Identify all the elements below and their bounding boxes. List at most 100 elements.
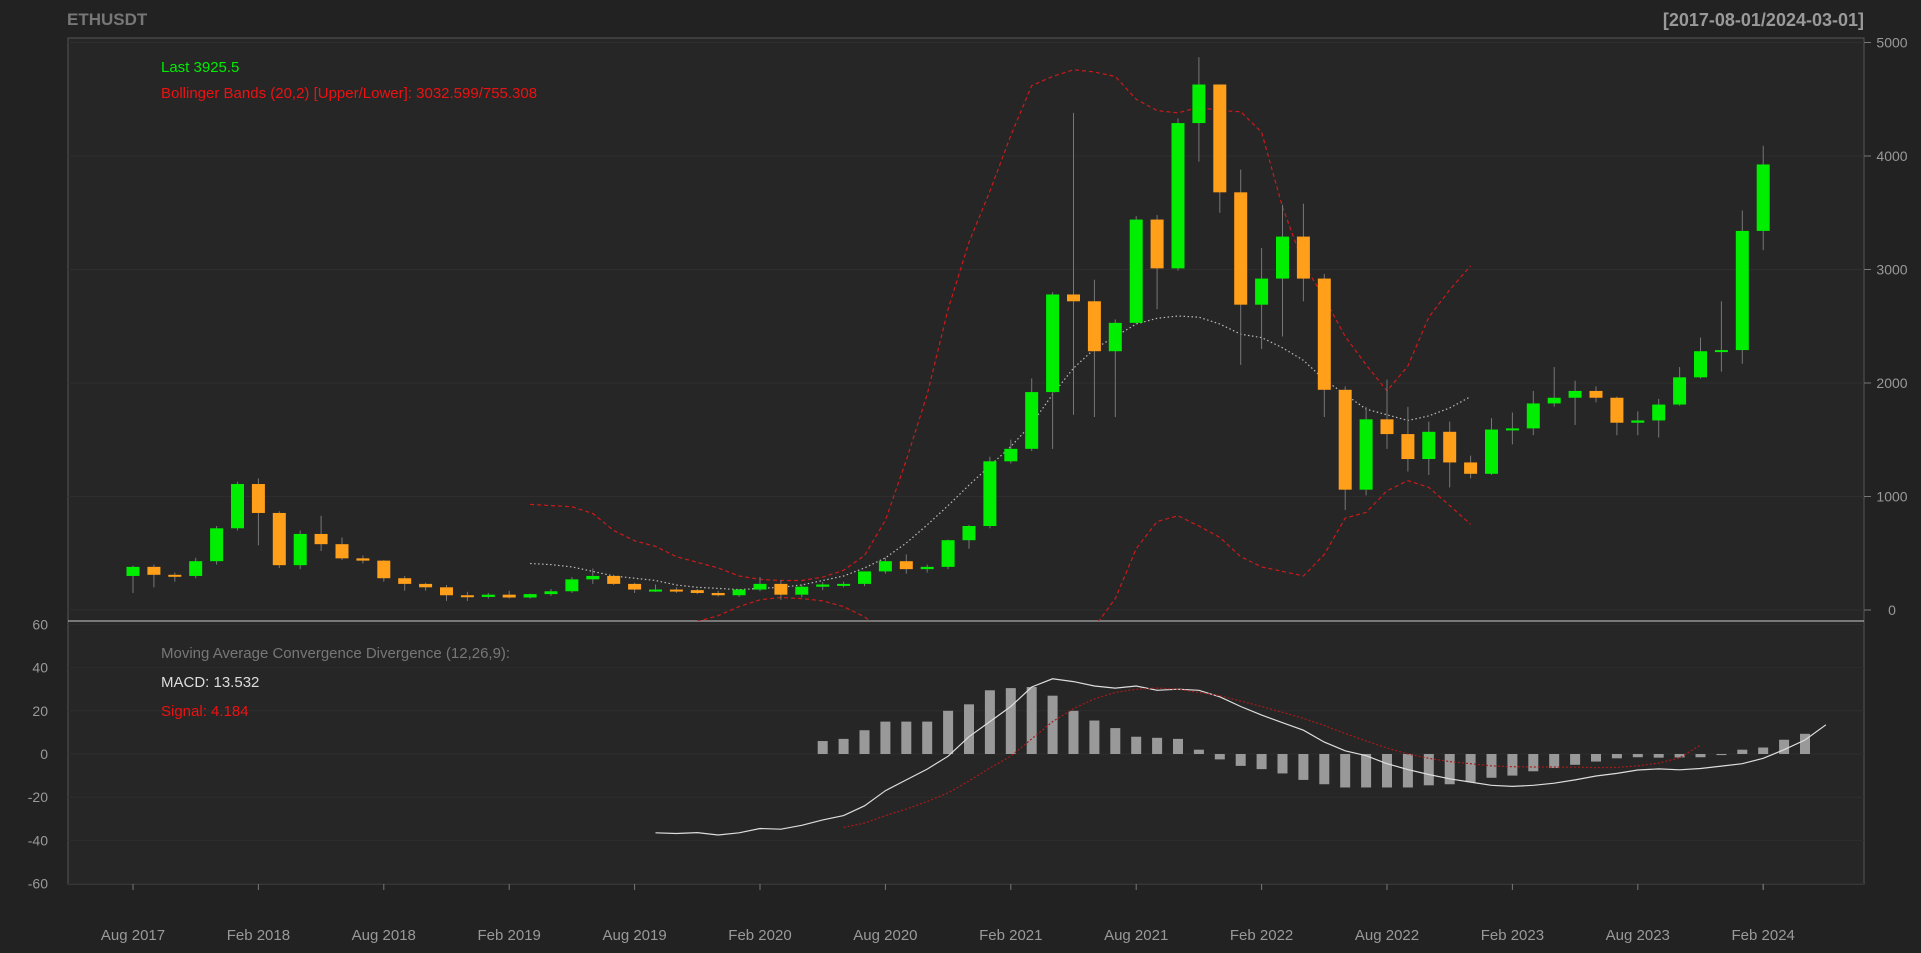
candle (1192, 57, 1206, 162)
macd-histogram-bar (1528, 754, 1539, 772)
macd-histogram-bar (1193, 749, 1204, 754)
candle (1547, 367, 1561, 407)
candle (1171, 118, 1185, 271)
macd-y-tick-label: 40 (32, 660, 48, 676)
macd-panel (655, 678, 1827, 836)
candle (649, 584, 662, 592)
macd-y-tick-label: -60 (28, 876, 48, 892)
candle-down-body (899, 561, 913, 570)
x-tick-label: Feb 2019 (478, 927, 541, 944)
axes: 0 1000 2000 3000 4000 5000 -60 -40 -20 0 20 40 60 Aug… (28, 35, 1908, 945)
legend-last-price: Last 3925.5 (161, 59, 239, 76)
macd-histogram-bar (1591, 754, 1601, 762)
candle-up-body (1171, 123, 1185, 269)
macd-histogram-bar (943, 710, 954, 754)
candle (1610, 396, 1624, 436)
x-tick-label: Feb 2020 (728, 927, 791, 944)
macd-histogram-bar (817, 741, 828, 754)
candle-down-body (607, 575, 621, 584)
candle (565, 577, 579, 593)
macd-histogram-bar (1026, 687, 1037, 754)
candle (1735, 210, 1749, 364)
candle-down-body (1213, 84, 1227, 193)
macd-histogram-bar (1382, 754, 1392, 788)
candle (586, 568, 600, 584)
candle-up-body (1568, 390, 1582, 398)
candle-down-body (398, 578, 412, 584)
candle-up-body (1276, 236, 1289, 279)
candle (440, 585, 453, 601)
candle-down-body (1380, 419, 1394, 435)
candle (1380, 379, 1394, 449)
candle-up-body (837, 583, 851, 586)
candle (1652, 398, 1666, 438)
candle (1108, 319, 1122, 418)
candle-down-body (628, 583, 642, 590)
macd-histogram-bar (1235, 754, 1246, 766)
legend-signal-value: Signal: 4.184 (161, 703, 249, 720)
candle-up-body (941, 540, 955, 567)
candle (1631, 411, 1645, 436)
candle-up-body (1025, 392, 1039, 449)
candle-down-body (251, 484, 265, 513)
candle-up-body (565, 579, 579, 592)
candle-down-body (1401, 434, 1415, 460)
price-y-tick-label: 5000 (1876, 35, 1907, 51)
candle-down-body (440, 587, 453, 596)
candle (1276, 204, 1289, 337)
candle (669, 587, 683, 593)
x-tick-label: Aug 2019 (602, 927, 666, 944)
candle (419, 582, 433, 591)
candle (1714, 301, 1728, 372)
candle-up-body (1673, 377, 1687, 405)
candle (481, 592, 495, 599)
candle (398, 575, 412, 591)
candle-down-body (1317, 278, 1331, 390)
candle (523, 593, 537, 599)
macd-y-tick-label: 20 (32, 703, 48, 719)
candle (1255, 247, 1269, 349)
candle-down-body (1150, 219, 1164, 269)
candle (544, 589, 558, 596)
price-y-tick-label: 2000 (1876, 375, 1907, 391)
candle-up-body (1756, 164, 1770, 231)
candle-up-body (1129, 219, 1143, 323)
candle-up-body (962, 526, 976, 541)
candle-down-body (502, 594, 516, 598)
candle (251, 478, 265, 546)
candle (1234, 169, 1248, 365)
candle (1213, 84, 1227, 213)
macd-histogram-bar (1152, 737, 1163, 754)
macd-histogram-bar (1089, 720, 1100, 754)
candle-up-body (481, 594, 495, 597)
price-y-tick-label: 3000 (1876, 262, 1907, 278)
macd-y-tick-label: 0 (40, 746, 48, 762)
bollinger-bands (530, 69, 1472, 621)
candle (983, 456, 997, 529)
macd-histogram-bar (1110, 728, 1121, 754)
candle (753, 577, 767, 592)
candle-down-body (711, 592, 725, 596)
candle (1464, 455, 1478, 479)
macd-histogram-bar (1716, 754, 1727, 756)
candle (126, 565, 140, 593)
candle (272, 511, 286, 569)
macd-histogram-bar (1570, 754, 1581, 765)
candle-down-body (774, 583, 788, 595)
macd-histogram-bar (1507, 754, 1518, 776)
macd-histogram-bar (1549, 754, 1560, 769)
candle-up-body (920, 566, 934, 570)
candle-up-body (544, 591, 558, 595)
candle (795, 584, 809, 598)
candle-down-body (419, 583, 433, 588)
x-tick-label: Aug 2017 (101, 927, 165, 944)
candle-down-body (1338, 389, 1352, 490)
candle (837, 581, 851, 588)
candle-up-body (1505, 428, 1519, 431)
candle (607, 574, 621, 586)
candle-down-body (1589, 390, 1603, 398)
candle (711, 590, 725, 597)
candle-down-body (1296, 236, 1310, 279)
macd-histogram-bar (1758, 747, 1769, 754)
